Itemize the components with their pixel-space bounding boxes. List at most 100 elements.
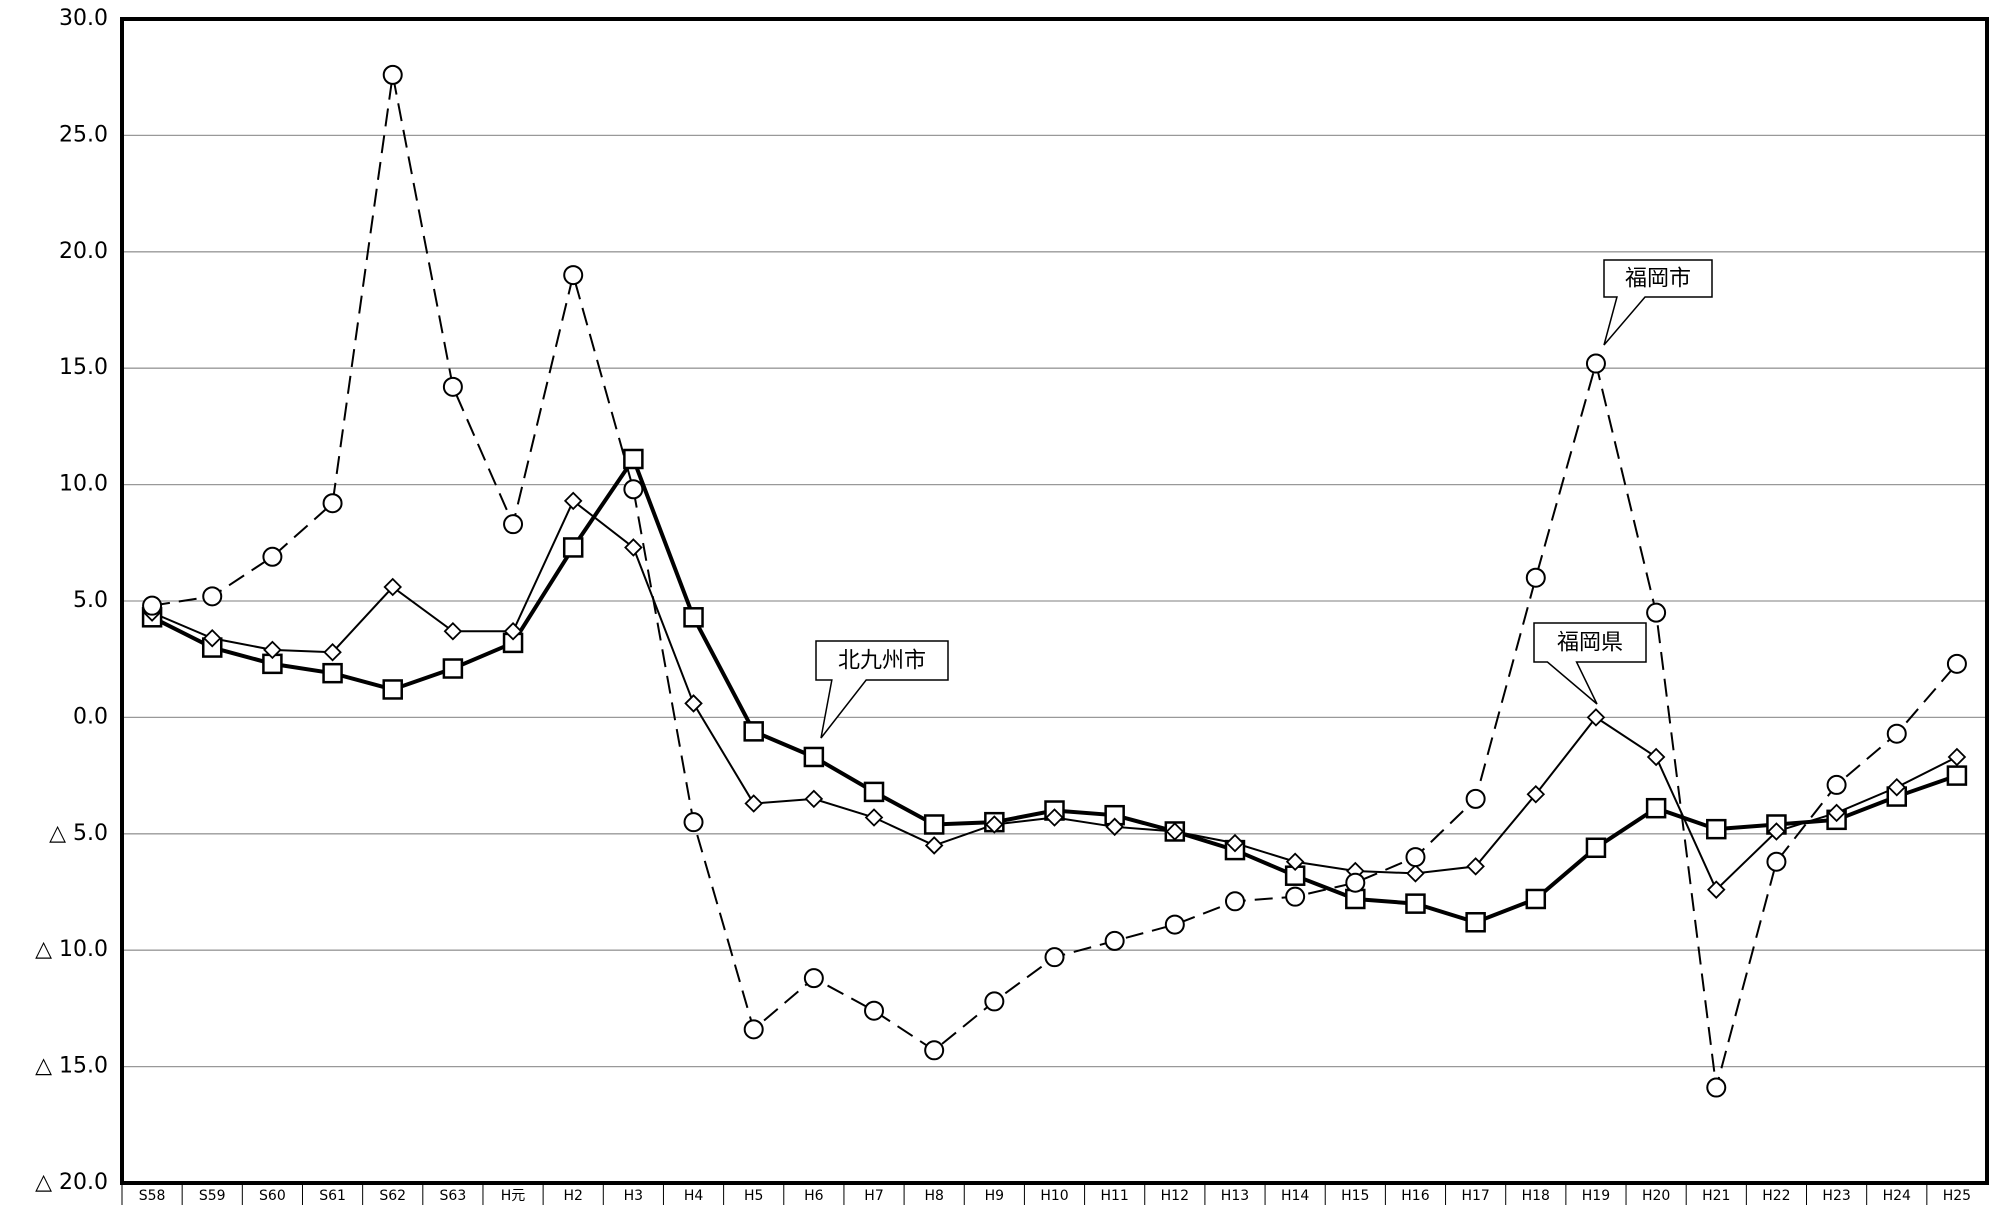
marker-diamond [1827, 803, 1846, 823]
marker-circle [1646, 602, 1667, 623]
marker-circle [1946, 653, 1967, 674]
marker-circle [202, 586, 223, 607]
marker-diamond [1045, 808, 1064, 827]
x-tick-label: H22 [1762, 1188, 1790, 1204]
x-tick-label: S58 [139, 1188, 166, 1204]
marker-circle [1525, 567, 1546, 588]
marker-circle [1826, 774, 1847, 795]
marker-circle [142, 595, 163, 616]
marker-diamond [443, 621, 463, 641]
x-tick-label: S59 [199, 1188, 226, 1204]
marker-diamond [804, 789, 824, 809]
x-tick-label: H元 [501, 1188, 526, 1204]
x-tick-label: H5 [744, 1188, 763, 1204]
marker-circle [1104, 930, 1125, 951]
y-tick-label: △ 15.0 [35, 1054, 108, 1079]
x-tick-label: H17 [1461, 1188, 1489, 1204]
y-tick-label: 25.0 [59, 122, 108, 147]
marker-circle [864, 1000, 885, 1021]
marker-diamond [1285, 852, 1305, 872]
marker-circle [743, 1019, 764, 1040]
marker-circle [1706, 1077, 1727, 1098]
x-tick-label: H15 [1341, 1188, 1369, 1204]
marker-diamond [383, 577, 402, 597]
y-tick-label: △ 20.0 [35, 1170, 108, 1195]
x-tick-label: H8 [924, 1188, 943, 1204]
marker-square [322, 662, 343, 684]
marker-circle [1345, 872, 1366, 893]
plot-frame [120, 17, 1989, 1185]
x-tick-label: H13 [1221, 1188, 1249, 1204]
marker-circle [1405, 847, 1426, 868]
marker-square [623, 448, 644, 470]
series-label: 北九州市 [838, 649, 926, 674]
marker-circle [322, 493, 343, 514]
marker-diamond [684, 694, 703, 713]
marker-circle [1044, 947, 1065, 968]
marker-diamond [202, 628, 222, 648]
marker-diamond [1767, 822, 1786, 841]
marker-diamond [1105, 817, 1124, 837]
series-line [151, 74, 1958, 1088]
marker-square [803, 746, 825, 768]
marker-diamond [323, 642, 342, 662]
marker-diamond [924, 836, 944, 855]
y-tick-label: 15.0 [59, 355, 108, 380]
marker-diamond [263, 640, 282, 660]
marker-square [923, 814, 945, 835]
x-tick-label: H20 [1642, 1188, 1670, 1204]
x-tick-label: H10 [1040, 1188, 1068, 1204]
x-tick-label: S62 [379, 1188, 406, 1204]
callout-box [1533, 622, 1647, 705]
marker-diamond [1947, 747, 1967, 767]
x-tick-label: H19 [1582, 1188, 1610, 1204]
x-tick-label: H14 [1281, 1188, 1309, 1204]
series-label: 福岡県 [1557, 631, 1623, 656]
y-tick-label: △ 5.0 [49, 821, 108, 846]
x-tick-label: H11 [1100, 1188, 1128, 1204]
marker-square [442, 658, 464, 679]
y-tick-label: △ 10.0 [35, 937, 108, 962]
marker-circle [1886, 723, 1907, 744]
marker-square [1465, 912, 1486, 933]
x-tick-label: H12 [1161, 1188, 1189, 1204]
series-label: 福岡市 [1625, 267, 1691, 292]
series-line [151, 499, 1958, 892]
marker-square [683, 607, 704, 628]
x-tick-label: H6 [804, 1188, 824, 1204]
marker-circle [563, 265, 584, 286]
x-tick-label: H21 [1702, 1188, 1730, 1204]
marker-circle [442, 376, 463, 397]
marker-diamond [1466, 857, 1485, 876]
marker-diamond [744, 794, 763, 813]
x-tick-label: H23 [1822, 1188, 1850, 1204]
marker-square [1585, 837, 1607, 859]
marker-circle [1285, 886, 1306, 907]
marker-square [1645, 797, 1667, 819]
marker-square [1525, 888, 1547, 910]
marker-square [562, 537, 584, 558]
x-tick-label: H7 [864, 1188, 883, 1204]
marker-diamond [1706, 880, 1726, 899]
marker-diamond [1165, 822, 1185, 841]
marker-circle [803, 968, 824, 989]
x-tick-label: S60 [259, 1188, 286, 1204]
marker-circle [1585, 353, 1606, 374]
marker-square [743, 721, 764, 742]
marker-diamond [1406, 864, 1425, 883]
marker-circle [924, 1040, 945, 1061]
marker-circle [623, 479, 644, 500]
x-tick-label: H3 [624, 1188, 643, 1204]
marker-diamond [503, 621, 523, 641]
x-tick-label: H16 [1401, 1188, 1429, 1204]
marker-diamond [1225, 833, 1245, 853]
marker-circle [382, 64, 403, 85]
marker-circle [1164, 914, 1185, 935]
marker-diamond [1646, 747, 1666, 767]
x-tick-label: H2 [563, 1188, 582, 1204]
x-tick-label: H18 [1522, 1188, 1550, 1204]
y-tick-label: 5.0 [73, 588, 108, 613]
marker-square [863, 781, 885, 803]
marker-square [1706, 818, 1727, 840]
